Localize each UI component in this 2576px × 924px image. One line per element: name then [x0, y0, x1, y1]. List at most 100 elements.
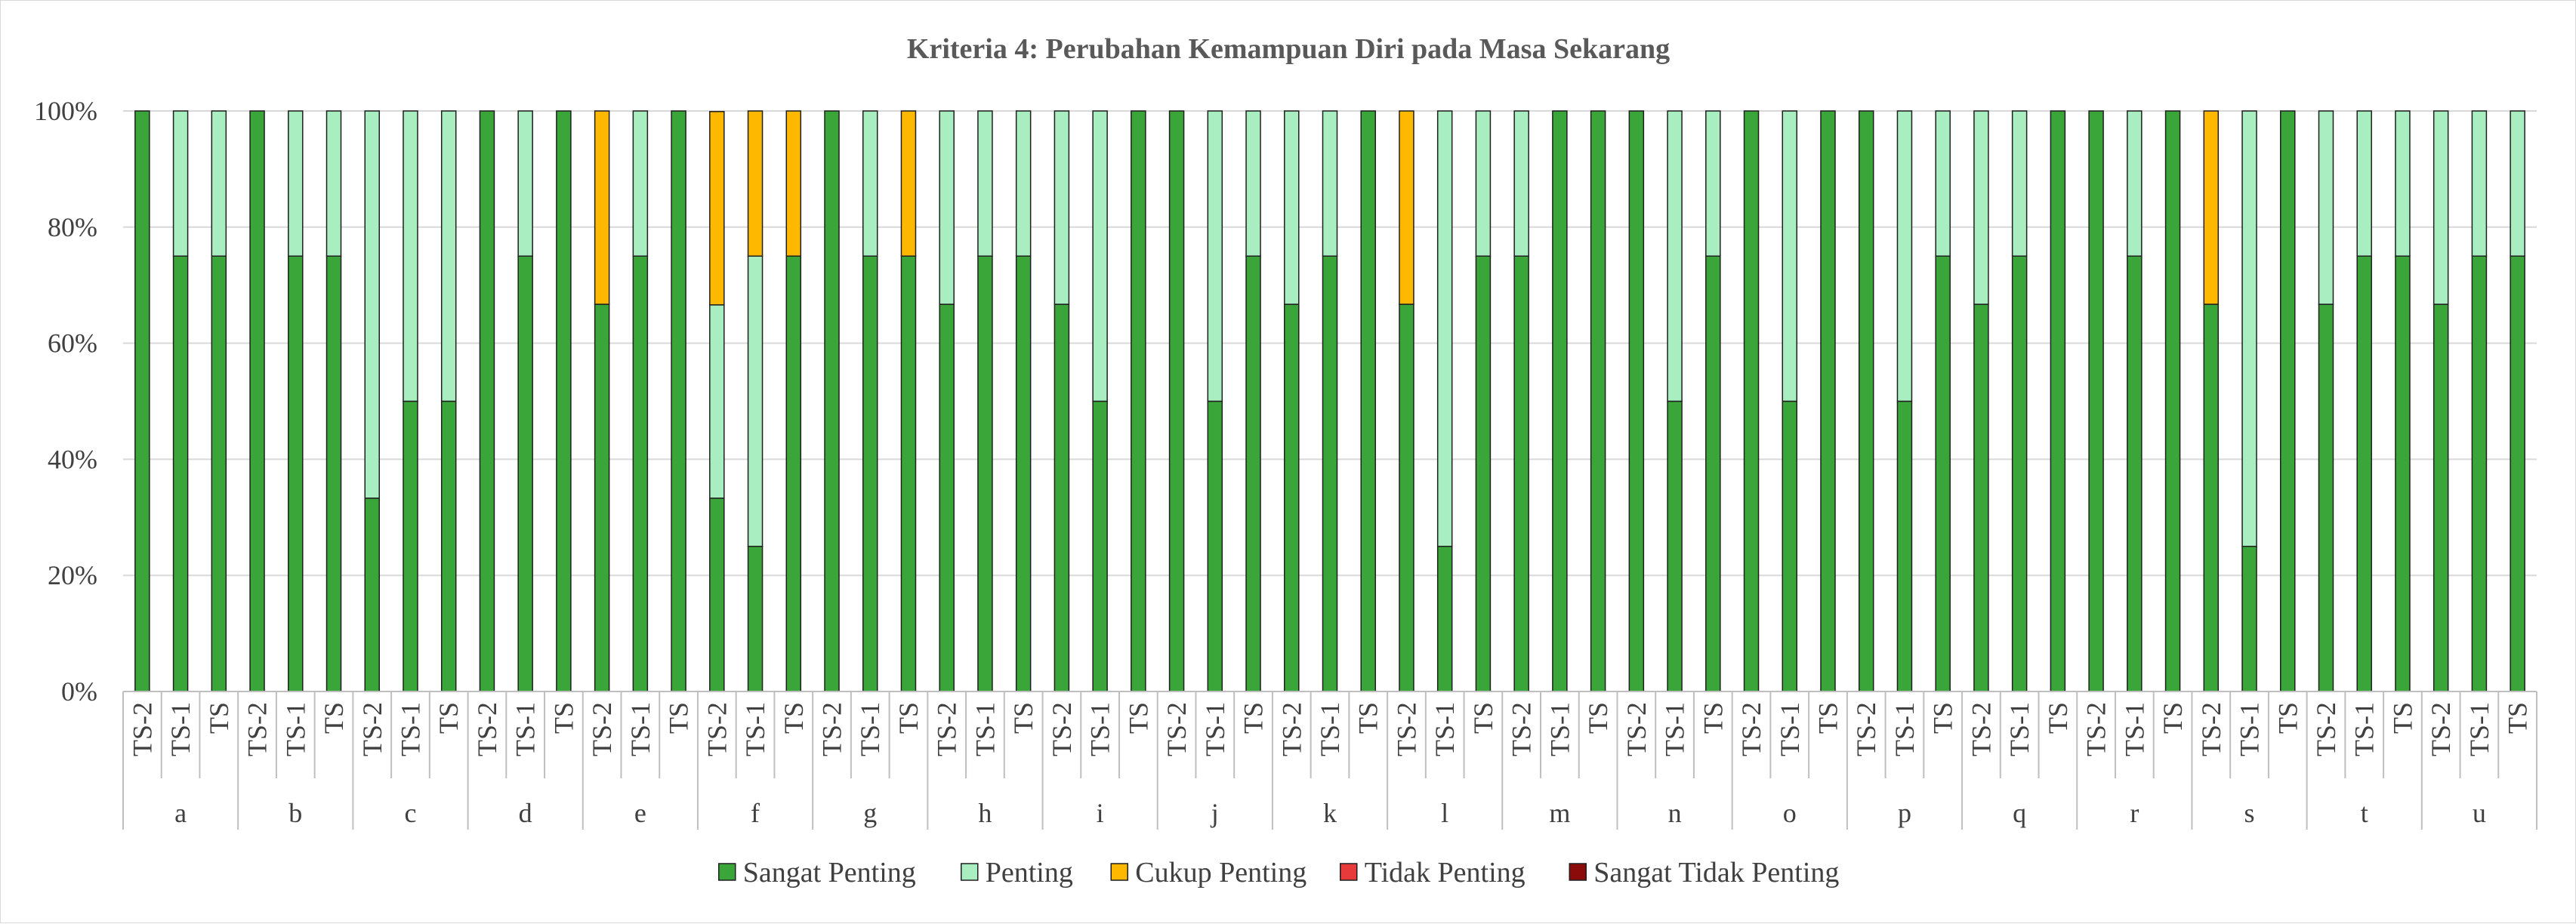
bar-segment-sangat-penting — [1820, 110, 1836, 692]
x-subcategory-label: TS — [2043, 702, 2073, 734]
x-subcategory-label: TS-2 — [1621, 702, 1652, 756]
x-group-label: p — [1898, 798, 1911, 828]
bar-segment-sangat-penting — [1436, 546, 1453, 692]
x-subcategory-label: TS — [1008, 702, 1038, 734]
chart-title: Kriteria 4: Perubahan Kemampuan Diri pad… — [907, 33, 1670, 65]
bar-segment-sangat-penting — [364, 497, 380, 692]
bar-segment-penting — [1896, 110, 1913, 402]
bar-segment-sangat-penting — [2011, 255, 2028, 692]
bar-segment-penting — [2471, 110, 2488, 257]
x-subcategory-label: TS — [204, 702, 234, 734]
bar-segment-sangat-penting — [1360, 110, 1376, 692]
x-subcategory-label: TS-2 — [1966, 702, 1996, 756]
bar-segment-sangat-penting — [1667, 400, 1683, 692]
bar-segment-cukup-penting — [2203, 110, 2220, 305]
bar-segment-sangat-penting — [479, 110, 495, 692]
bar-segment-penting — [1436, 110, 1453, 547]
bar-segment-sangat-penting — [1054, 303, 1070, 692]
bar-segment-sangat-penting — [2510, 255, 2525, 692]
x-group-label: r — [2130, 798, 2139, 828]
x-group-label: d — [519, 798, 532, 828]
bar-segment-sangat-penting — [2241, 546, 2257, 692]
x-subcategory-label: TS-1 — [1660, 702, 1690, 756]
x-subcategory-label: TS — [433, 702, 464, 734]
bar-segment-sangat-penting — [211, 255, 227, 692]
bar-segment-penting — [211, 110, 227, 257]
bar-segment-sangat-penting — [1131, 110, 1146, 692]
x-subcategory-label: TS-2 — [242, 702, 273, 756]
bar-segment-penting — [1207, 110, 1223, 402]
x-subcategory-label: TS-2 — [357, 702, 387, 756]
bar-segment-sangat-penting — [1092, 400, 1108, 692]
x-subcategory-label: TS — [1698, 702, 1728, 734]
bar-segment-cukup-penting — [747, 110, 764, 257]
x-subcategory-label: TS — [2158, 702, 2188, 734]
bar-segment-penting — [939, 110, 955, 305]
bar-segment-penting — [403, 110, 418, 402]
legend-swatch — [961, 863, 979, 881]
x-subcategory-label: TS-1 — [2235, 702, 2265, 756]
x-group-label: b — [288, 798, 302, 828]
bar-segment-penting — [632, 110, 649, 257]
bar-segment-sangat-penting — [2471, 255, 2488, 692]
bar-segment-sangat-penting — [1896, 400, 1913, 692]
bar-segment-sangat-penting — [1015, 255, 1032, 692]
x-subcategory-label: TS-2 — [1507, 702, 1537, 756]
bar-segment-sangat-penting — [1628, 110, 1645, 692]
x-subcategory-label: TS-1 — [280, 702, 310, 756]
x-subcategory-label: TS-2 — [472, 702, 502, 756]
bar-segment-sangat-penting — [594, 303, 610, 692]
legend-entry-label: Penting — [986, 857, 1073, 889]
legend-entry-label: Cukup Penting — [1135, 857, 1307, 889]
bar-segment-sangat-penting — [2203, 303, 2220, 692]
x-group-label: q — [2013, 798, 2026, 828]
bar-segment-sangat-penting — [1399, 303, 1414, 692]
bar-segment-penting — [2356, 110, 2372, 257]
x-subcategory-label: TS — [893, 702, 924, 734]
bar-segment-penting — [1705, 110, 1721, 257]
x-subcategory-label: TS — [548, 702, 578, 734]
bar-segment-sangat-penting — [2395, 255, 2411, 692]
x-subcategory-label: TS-1 — [625, 702, 656, 756]
bar-segment-sangat-penting — [2318, 303, 2334, 692]
bar-segment-sangat-penting — [1973, 303, 1989, 692]
bar-segment-sangat-penting — [1705, 255, 1721, 692]
x-group-label: i — [1097, 798, 1104, 828]
bar-segment-cukup-penting — [900, 110, 917, 257]
legend-entry-label: Sangat Penting — [743, 857, 916, 889]
bar-segment-sangat-penting — [1168, 110, 1185, 692]
bar-segment-sangat-penting — [785, 255, 802, 692]
bar-segment-penting — [440, 110, 457, 402]
bar-segment-sangat-penting — [249, 110, 265, 692]
x-subcategory-label: TS-1 — [2004, 702, 2035, 756]
bar-segment-sangat-penting — [2356, 255, 2372, 692]
bar-segment-penting — [709, 304, 725, 499]
x-subcategory-label: TS-1 — [395, 702, 425, 756]
bar-segment-cukup-penting — [785, 110, 802, 257]
bar-segment-penting — [1475, 110, 1492, 257]
bar-segment-penting — [1284, 110, 1300, 305]
bar-segment-sangat-penting — [2050, 110, 2066, 692]
bar-segment-sangat-penting — [2088, 110, 2104, 692]
bar-segment-sangat-penting — [939, 303, 955, 692]
x-subcategory-label: TS-1 — [1200, 702, 1230, 756]
bar-segment-sangat-penting — [1245, 255, 1261, 692]
bar-segment-sangat-penting — [709, 497, 725, 692]
bar-segment-sangat-penting — [671, 110, 686, 692]
bar-segment-sangat-penting — [172, 255, 189, 692]
x-subcategory-label: TS — [1928, 702, 1958, 734]
x-subcategory-label: TS-2 — [1047, 702, 1077, 756]
x-subcategory-label: TS — [1812, 702, 1843, 734]
bar-segment-penting — [1245, 110, 1261, 257]
bar-segment-penting — [1935, 110, 1951, 257]
x-subcategory-label: TS-2 — [1736, 702, 1766, 756]
x-subcategory-label: TS-1 — [1085, 702, 1115, 756]
legend-swatch — [1340, 863, 1358, 881]
bar-segment-penting — [1782, 110, 1798, 402]
x-subcategory-label: TS — [1468, 702, 1498, 734]
legend: Sangat Penting Penting Cukup Penting Tidak … — [718, 857, 1839, 889]
x-subcategory-label: TS — [2503, 702, 2533, 734]
y-tick-label: 40% — [48, 444, 97, 474]
